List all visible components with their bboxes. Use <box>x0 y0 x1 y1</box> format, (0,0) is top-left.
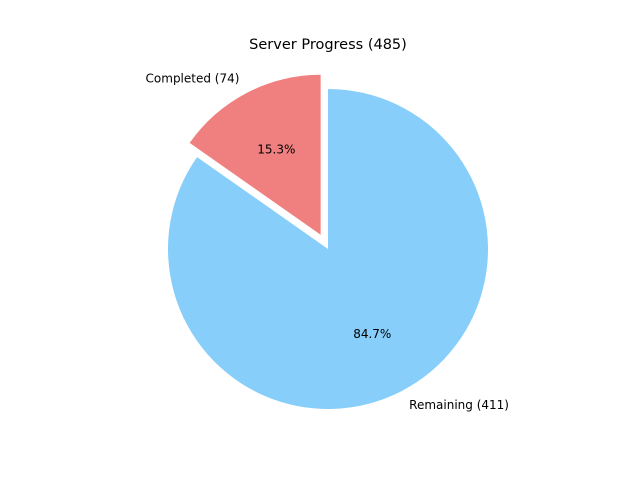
pie-percent-label-0: 15.3% <box>257 143 295 157</box>
pie-category-label-0: Completed (74) <box>146 72 240 86</box>
chart-title: Server Progress (485) <box>249 37 407 53</box>
pie-slice-0 <box>189 74 321 235</box>
pie-percent-label-1: 84.7% <box>353 327 391 341</box>
pie-slice-1 <box>167 89 488 410</box>
pie-labels: 15.3% Completed (74) 84.7% Remaining (411) <box>146 72 509 413</box>
pie-category-label-1: Remaining (411) <box>409 398 509 412</box>
pie-slices <box>167 74 488 410</box>
